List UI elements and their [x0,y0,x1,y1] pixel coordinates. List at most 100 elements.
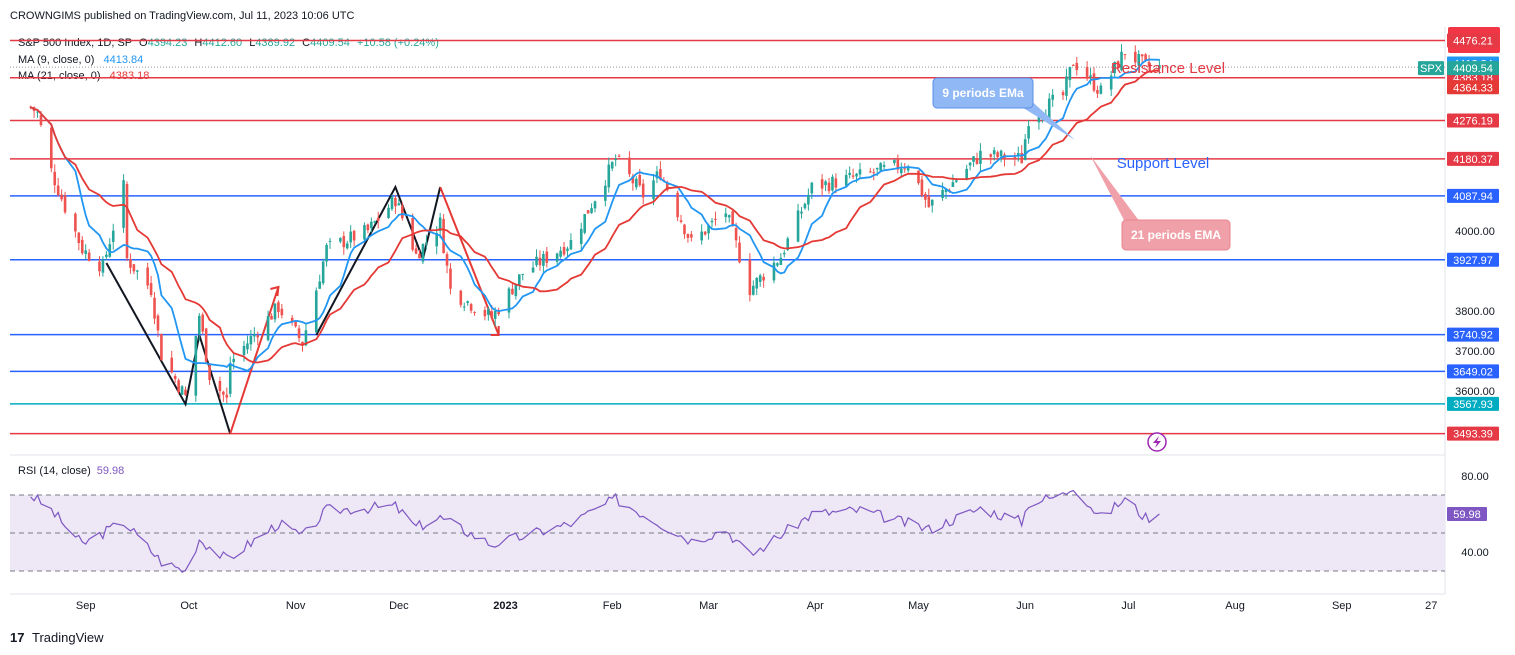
candle-body [748,259,752,296]
candle-body [194,335,198,396]
candle-body [559,250,562,257]
price-line-tag-9 [1447,426,1499,441]
time-axis[interactable]: Sep Oct Nov Dec 2023 Feb Mar Apr May Jun Jul Aug Sep… [76,600,1437,612]
candle-body [111,230,115,242]
price-tag-2 [1447,80,1499,95]
ma9-label: MA (9, close, 0) [18,54,94,66]
candle-body [1061,92,1065,96]
price-tag-1 [1447,61,1499,76]
candle-body [301,341,304,346]
ema9-callout [932,77,1034,109]
candle-body [690,234,693,238]
high-value: 4412.60 [202,37,242,49]
change-value: +10.58 (+0.24%) [357,37,439,49]
candle-body [786,238,790,250]
candle-body [824,181,827,186]
candle-body [1120,51,1123,71]
rsi-tag-label: 59.98 [1453,509,1481,521]
candle-body [738,242,741,263]
candle-body [442,218,445,254]
candle-body [882,165,886,167]
candle-body [1144,54,1147,61]
rsi-y-tick-0: 80.00 [1461,471,1489,483]
x-tick-11: Aug [1225,600,1245,612]
y-tick-1: 3800.00 [1455,306,1495,318]
candle-body [511,288,514,295]
candle-body [944,188,948,193]
lightning-icon[interactable] [1147,432,1167,452]
price-line-label-3: 4180.37 [1453,154,1493,166]
logo-mark: 17 [10,630,24,645]
candle-body [1109,75,1113,90]
x-tick-8: May [908,600,929,612]
candle-body [363,225,366,240]
candle-body [569,240,573,250]
candle-body [628,157,631,175]
candle-body [273,303,277,320]
publisher-credit: CROWNGIMS published on TradingView.com, … [10,10,354,22]
candle-body [1072,64,1075,66]
rsi-panel: RSI (14, close) 59.98 80.00 40.00 59.98 [10,465,1489,573]
candle-body [462,306,466,308]
candle-body [29,106,32,108]
candle-body [170,357,174,373]
candle-body [872,172,876,174]
pattern-line-1 [229,286,280,435]
moving-averages [30,58,1160,372]
price-line-tag-3 [1447,151,1499,166]
price-line-label-8: 3567.93 [1453,399,1493,411]
candle-body [1085,67,1089,79]
candle-body [197,315,201,334]
ma21-value: 4383.18 [110,70,150,82]
candle-body [270,315,273,320]
candle-body [752,285,755,295]
candle-body [483,309,487,317]
candle-body [414,248,418,254]
candle-body [703,231,707,235]
y-tick-3: 3600.00 [1455,386,1495,398]
candle-body [149,283,153,295]
candle-body [177,380,180,392]
candle-body [325,244,328,262]
candle-body [1140,54,1144,57]
candle-body [394,197,397,207]
candle-body [972,156,975,162]
ma21-legend: MA (21, close, 0) 4383.18 [18,70,149,82]
candle-body [1047,98,1051,119]
candle-body [349,231,352,243]
candle-body [53,171,57,186]
candle-body [466,301,469,303]
arrowhead-up [270,285,280,297]
tradingview-logo[interactable]: 17 TradingView [10,630,104,645]
candle-body [807,194,810,205]
candle-body [105,254,108,258]
pattern-line-0 [105,262,232,435]
candle-body [555,253,559,262]
price-axis[interactable]: 4476.214383.184276.194180.374087.943927.… [1418,33,1499,441]
candle-body [659,169,662,180]
candle-body [899,168,903,174]
candle-body [373,221,377,223]
candle-body [593,201,597,209]
candle-body [758,275,762,282]
candle-body [435,232,439,247]
candle-body [376,217,380,221]
candle-body [1096,89,1099,94]
candle-body [156,315,160,331]
candle-body [1016,153,1020,156]
candle-body [445,254,449,266]
candle-body [1092,73,1096,91]
candle-body [951,182,955,187]
x-tick-9: Jun [1016,600,1034,612]
candle-body [84,250,88,254]
pattern-lines [105,184,500,435]
candle-body [490,311,494,319]
candle-body [101,259,105,273]
candle-body [941,189,944,198]
candle-body [1020,152,1024,164]
low-label: L [249,37,255,49]
open-value: 4394.23 [148,37,188,49]
candle-body [566,248,569,251]
x-tick-10: Jul [1121,600,1135,612]
